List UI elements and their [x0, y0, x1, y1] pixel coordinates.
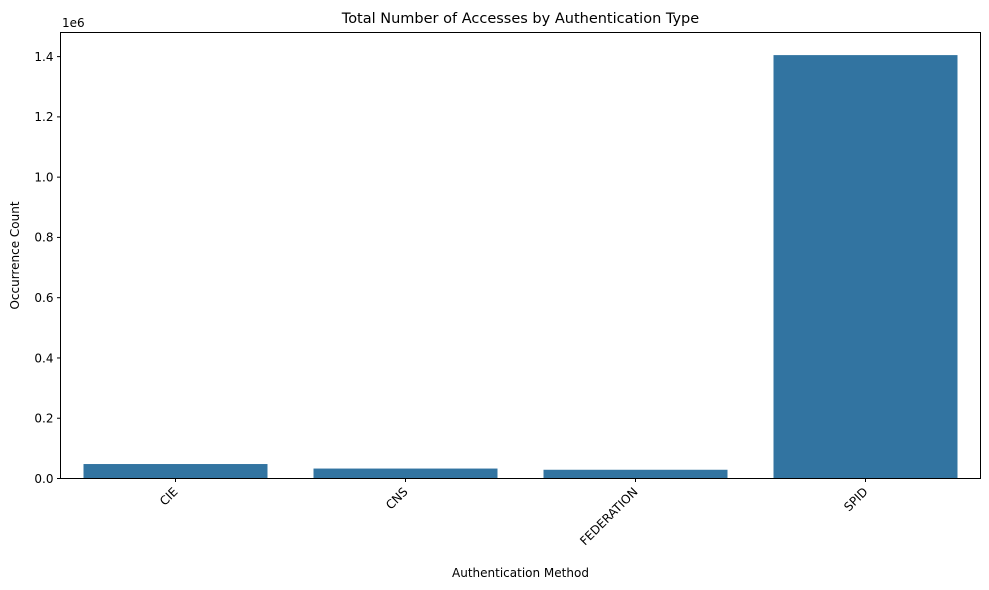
y-tick-label: 0.8	[34, 231, 53, 245]
bar-federation	[543, 469, 728, 479]
plot-frame	[60, 32, 981, 479]
bar-spid	[773, 55, 958, 479]
x-axis: CIE CNS FEDERATION SPID	[157, 478, 871, 548]
y-axis: 0.0 0.2 0.4 0.6 0.8 1.0 1.2 1.4	[34, 50, 61, 486]
bar-cns	[313, 468, 498, 479]
x-tick-label: FEDERATION	[577, 485, 640, 548]
y-tick-label: 0.4	[34, 351, 53, 365]
x-axis-label: Authentication Method	[452, 566, 589, 580]
y-tick-label: 1.2	[34, 110, 53, 124]
y-tick-label: 0.0	[34, 472, 53, 486]
x-tick-label: CNS	[383, 485, 411, 513]
x-tick-label: SPID	[841, 485, 870, 514]
bar-cie	[83, 464, 268, 479]
y-tick-label: 1.0	[34, 170, 53, 184]
y-tick-label: 0.6	[34, 291, 53, 305]
chart-title: Total Number of Accesses by Authenticati…	[341, 11, 699, 27]
y-tick-label: 0.2	[34, 412, 53, 426]
y-tick-label: 1.4	[34, 50, 53, 64]
y-axis-label: Occurrence Count	[8, 201, 22, 309]
bars-group	[83, 55, 958, 479]
y-offset-label: 1e6	[62, 16, 85, 30]
x-tick-label: CIE	[157, 485, 181, 509]
